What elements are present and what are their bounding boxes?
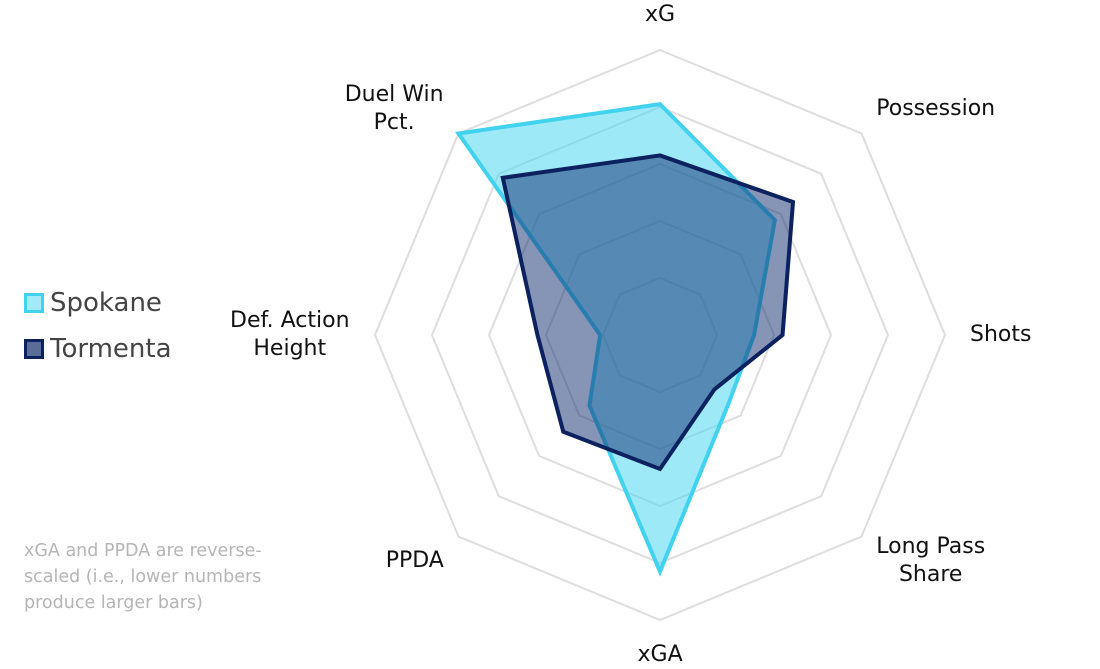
axis-label-line: Height [253, 336, 327, 361]
legend-item-spokane[interactable]: Spokane [24, 280, 172, 326]
legend-label-tormenta: Tormenta [50, 334, 172, 364]
legend-swatch-tormenta [24, 339, 44, 359]
axis-label-line: Share [898, 562, 963, 588]
series-area-tormenta [500, 153, 796, 472]
axis-label-line: Duel Win [344, 81, 444, 107]
axis-label-shots: Shots [970, 321, 1031, 349]
axis-label-def-action-height: Def. Action Height [230, 307, 350, 363]
legend-item-tormenta[interactable]: Tormenta [24, 326, 172, 372]
axis-label-xg: xG [645, 1, 675, 29]
axis-label-duel-win-pct: Duel Win Pct. [345, 81, 444, 137]
axis-label-line: Pct. [373, 109, 415, 135]
axis-label-line: Shots [970, 322, 1032, 347]
radar-chart [373, 48, 947, 622]
axis-label-possession: Possession [876, 95, 995, 123]
axis-label-line: Def. Action [230, 308, 350, 333]
axis-label-line: Possession [876, 95, 996, 121]
axis-label-line: xG [645, 2, 676, 27]
legend: Spokane Tormenta [24, 280, 172, 372]
axis-label-line: PPDA [385, 548, 444, 574]
axis-label-ppda: PPDA [386, 547, 444, 575]
grid-ring-5 [373, 48, 947, 622]
reverse-scale-note: xGA and PPDA are reverse-scaled (i.e., l… [24, 541, 262, 613]
axis-label-xga: xGA [638, 641, 683, 669]
axis-label-line: Long Pass [876, 534, 986, 560]
legend-swatch-spokane [24, 293, 44, 313]
axis-label-long-pass-share: Long Pass Share [876, 533, 985, 589]
axis-label-line: xGA [637, 642, 683, 667]
legend-label-spokane: Spokane [50, 288, 162, 318]
